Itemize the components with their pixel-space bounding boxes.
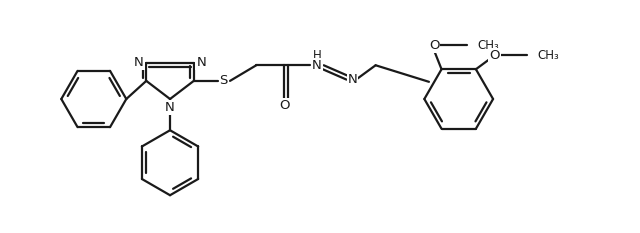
Text: CH₃: CH₃ bbox=[538, 49, 559, 62]
Text: O: O bbox=[429, 39, 439, 52]
Text: CH₃: CH₃ bbox=[477, 39, 499, 52]
Text: H: H bbox=[312, 49, 321, 62]
Text: O: O bbox=[279, 99, 290, 112]
Text: N: N bbox=[165, 101, 175, 114]
Text: N: N bbox=[134, 56, 143, 69]
Text: N: N bbox=[348, 72, 357, 86]
Text: O: O bbox=[490, 49, 500, 62]
Text: N: N bbox=[312, 59, 322, 72]
Text: S: S bbox=[220, 74, 228, 87]
Text: N: N bbox=[196, 56, 206, 69]
